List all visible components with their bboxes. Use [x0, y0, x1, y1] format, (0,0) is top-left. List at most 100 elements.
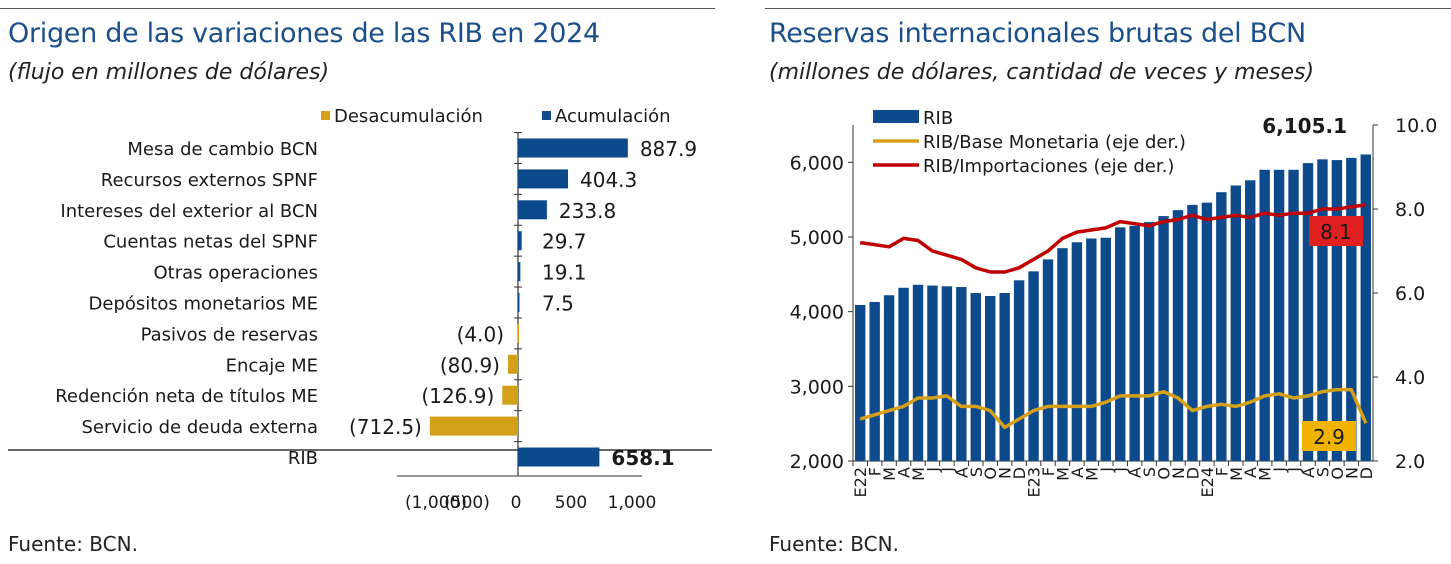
rib-bar: [1172, 210, 1184, 461]
left-y-tick-label: 3,000: [790, 376, 844, 398]
category-label: Cuentas netas del SPNF: [103, 232, 318, 253]
chart-subtitle: (flujo en millones de dólares): [8, 60, 330, 85]
x-tick-label: A: [1241, 467, 1260, 478]
x-tick-label: A: [1126, 467, 1145, 478]
rib-bar: [999, 293, 1010, 461]
bar: [518, 231, 522, 251]
x-tick-label: S: [1313, 467, 1332, 477]
value-label: (4.0): [457, 322, 504, 346]
rib-bar: [1013, 280, 1025, 461]
rib-bar: [912, 284, 924, 461]
annotation-importaciones-last: 8.1: [1320, 220, 1352, 244]
legend-swatch-rib: [873, 110, 919, 123]
x-tick-label: N: [1342, 467, 1361, 479]
rib-importaciones-line: [859, 203, 1367, 274]
left-chart-panel: Origen de las variaciones de las RIB en …: [0, 0, 720, 564]
right-y-tick-label: 10.0: [1395, 115, 1437, 137]
x-tick-label: D: [1010, 467, 1029, 479]
x-tick-label: M: [880, 467, 899, 481]
right-chart-panel: Reservas internacionales brutas del BCN …: [765, 0, 1451, 564]
category-label: Servicio de deuda externa: [81, 417, 318, 438]
rib-bar: [898, 287, 909, 461]
x-tick-label: J: [923, 467, 942, 473]
rib-bar: [1273, 169, 1285, 462]
legend-label-base-monetaria: RIB/Base Monetaria (eje der.): [923, 132, 1186, 153]
x-tick-label: M: [1082, 467, 1101, 481]
chart-source: Fuente: BCN.: [8, 532, 138, 556]
rib-bar: [970, 293, 981, 461]
rib-bar: [1028, 271, 1039, 461]
bar: [429, 416, 518, 436]
value-label: 404.3: [580, 168, 637, 192]
category-label: Mesa de cambio BCN: [127, 139, 318, 160]
x-tick-label: 0: [511, 493, 522, 513]
left-y-tick-label: 4,000: [790, 302, 844, 324]
x-tick-label: M: [909, 467, 928, 481]
bar: [518, 169, 569, 189]
rib-bar: [1143, 222, 1155, 461]
value-label: 19.1: [542, 261, 587, 285]
x-tick-label: S: [1140, 467, 1159, 477]
rib-base-monetaria-line: [859, 387, 1368, 430]
value-label: 887.9: [640, 137, 697, 161]
value-label: 7.5: [542, 292, 574, 316]
top-rule: [0, 8, 715, 9]
x-tick-label: J: [1111, 467, 1130, 473]
rib-bar: [1216, 192, 1227, 461]
rib-bar: [941, 286, 953, 461]
x-tick-label: 1,000: [608, 493, 657, 513]
left-y-tick-label: 2,000: [790, 451, 844, 473]
category-label: Encaje ME: [226, 355, 318, 376]
x-tick-label: J: [1270, 467, 1289, 473]
annotation-rib-last: 6,105.1: [1262, 114, 1347, 138]
x-tick-label: M: [1256, 467, 1275, 481]
rib-bar: [869, 301, 880, 461]
chart-subtitle: (millones de dólares, cantidad de veces …: [769, 60, 1315, 85]
bar: [518, 447, 600, 467]
bar: [517, 323, 520, 343]
rib-bar: [927, 285, 938, 461]
x-tick-label: D: [1357, 467, 1376, 479]
x-tick-label: F: [866, 467, 885, 476]
x-tick-label: A: [1299, 467, 1318, 478]
x-tick-label: (1,000): [405, 493, 467, 513]
rib-bar: [1057, 248, 1068, 461]
rib-bar: [956, 287, 967, 461]
legend-label-importaciones: RIB/Importaciones (eje der.): [923, 156, 1174, 177]
rib-bar: [1331, 160, 1343, 462]
x-tick-label: D: [1183, 467, 1202, 479]
value-label: 658.1: [611, 446, 674, 470]
x-tick-label: A: [1068, 467, 1087, 478]
x-tick-label: 500: [555, 493, 587, 513]
rib-bar: [985, 295, 996, 461]
bar: [507, 354, 518, 374]
category-label: Redención neta de títulos ME: [55, 386, 318, 407]
left-y-tick-label: 5,000: [790, 227, 844, 249]
x-tick-label: F: [1039, 467, 1058, 476]
x-tick-label: F: [1212, 467, 1231, 476]
x-tick-label: M: [1053, 467, 1072, 481]
rib-bar: [1201, 202, 1213, 462]
bar: [518, 138, 628, 158]
rib-bar: [1230, 185, 1241, 462]
chart-title: Reservas internacionales brutas del BCN: [769, 18, 1306, 49]
x-tick-label: O: [1155, 467, 1174, 480]
x-tick-label: E23: [1025, 467, 1044, 497]
value-label: (712.5): [349, 415, 422, 439]
rib-bar: [1158, 216, 1169, 461]
legend-swatch-desacumulacion: [321, 111, 330, 120]
x-tick-label: O: [1328, 467, 1347, 480]
right-y-tick-label: 2.0: [1395, 451, 1425, 473]
rib-bar: [1042, 259, 1054, 461]
bar: [518, 293, 520, 312]
legend-label-desacumulacion: Desacumulación: [334, 106, 483, 127]
bar-line-chart: 2,000 3,000 4,000 5,000 6,000 2.0 4.0 6.0 8.0 10.…: [790, 108, 1438, 497]
bar: [518, 200, 547, 220]
rib-bar: [1302, 163, 1314, 461]
chart-source: Fuente: BCN.: [769, 532, 899, 556]
rib-bar: [883, 295, 895, 461]
rib-bar: [1259, 169, 1270, 462]
value-label: 29.7: [542, 230, 587, 254]
rib-bar: [1100, 237, 1111, 461]
x-tick-label: E24: [1198, 467, 1217, 497]
